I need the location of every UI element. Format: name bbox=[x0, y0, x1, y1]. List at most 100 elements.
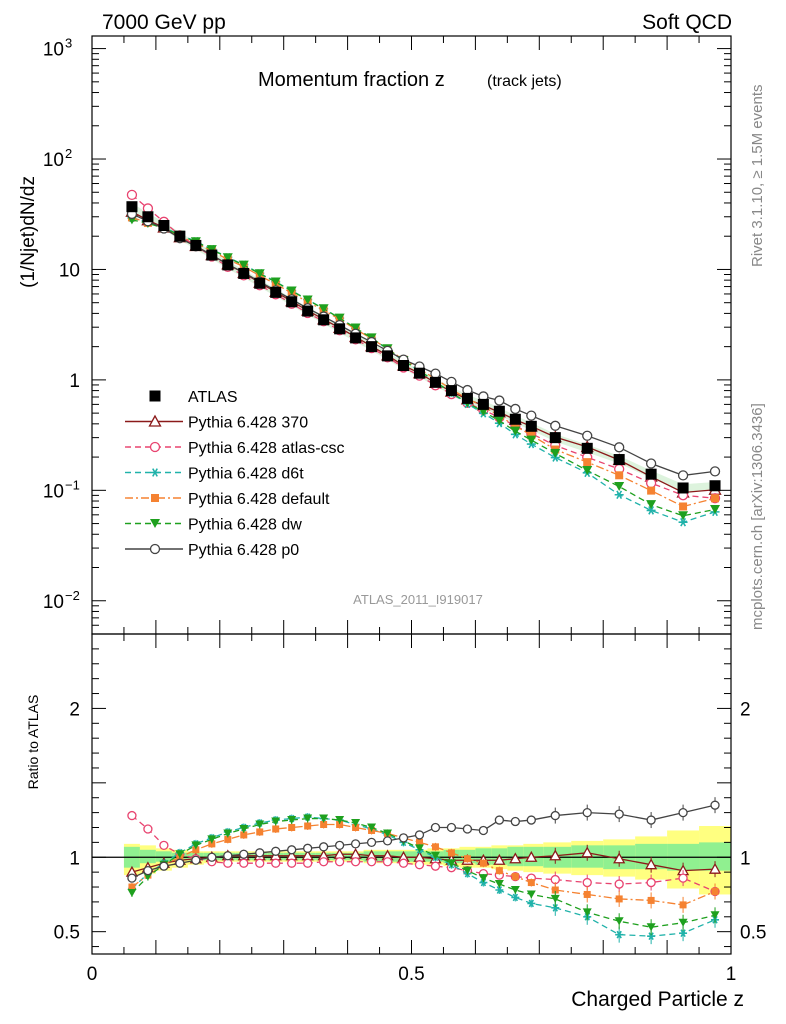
ratio-point bbox=[398, 858, 409, 868]
ratio-point bbox=[143, 824, 153, 834]
ratio-point bbox=[647, 896, 655, 904]
y-tick-label: 10 bbox=[43, 150, 64, 171]
ratio-point bbox=[288, 823, 296, 831]
atlas-data-point bbox=[709, 480, 721, 492]
ratio-point bbox=[287, 858, 297, 868]
ratio-point bbox=[509, 852, 522, 864]
main-series-line bbox=[131, 219, 716, 517]
atlas-data-point bbox=[398, 359, 410, 371]
atlas-data-point bbox=[190, 239, 202, 251]
legend-marker bbox=[149, 543, 161, 555]
ratio-point bbox=[239, 849, 249, 859]
main-series-point bbox=[527, 431, 536, 440]
main-series-point bbox=[334, 313, 345, 323]
ratio-y-tick-label-right: 2 bbox=[740, 699, 751, 720]
ratio-point bbox=[159, 840, 169, 850]
ratio-point bbox=[447, 849, 455, 857]
ratio-point bbox=[613, 852, 626, 864]
legend-label: Pythia 6.428 default bbox=[188, 491, 330, 508]
legend-label-atlas: ATLAS bbox=[188, 389, 238, 406]
ratio-point bbox=[615, 930, 624, 939]
ratio-point bbox=[679, 929, 688, 938]
y-tick-label-exponent: 3 bbox=[65, 36, 72, 51]
ratio-point bbox=[335, 816, 345, 825]
ratio-point bbox=[678, 807, 688, 818]
ratio-point bbox=[159, 861, 169, 871]
ratio-point bbox=[614, 917, 624, 926]
ratio-point bbox=[614, 879, 624, 889]
atlas-data-point bbox=[677, 482, 689, 494]
rivet-version-text: Rivet 3.1.10, ≥ 1.5M events bbox=[749, 85, 766, 268]
ratio-point bbox=[494, 815, 505, 825]
y-tick-label: 10 bbox=[43, 40, 64, 61]
main-series-point bbox=[550, 448, 561, 458]
ratio-y-tick-label-right: 1 bbox=[740, 848, 751, 869]
ratio-point bbox=[192, 846, 200, 854]
ratio-point bbox=[462, 824, 473, 834]
ratio-point bbox=[382, 836, 393, 846]
ratio-point bbox=[493, 853, 506, 865]
main-series-point bbox=[614, 490, 624, 500]
ratio-point bbox=[646, 923, 656, 932]
ratio-point bbox=[334, 840, 345, 850]
ratio-point bbox=[551, 903, 560, 912]
ratio-point bbox=[366, 857, 377, 867]
ratio-point bbox=[462, 866, 472, 875]
main-series-point bbox=[222, 253, 233, 263]
ratio-point bbox=[526, 815, 536, 825]
ratio-point bbox=[510, 816, 520, 827]
main-series-point bbox=[318, 304, 329, 314]
main-series-point bbox=[510, 403, 521, 415]
ratio-point bbox=[383, 829, 393, 838]
main-series-point bbox=[646, 500, 657, 510]
ratio-point bbox=[207, 852, 217, 862]
x-tick-label: 0 bbox=[87, 964, 98, 985]
ratio-point bbox=[494, 880, 504, 889]
main-series-point bbox=[646, 506, 656, 515]
main-series-point bbox=[238, 260, 249, 270]
ratio-point bbox=[303, 858, 313, 868]
main-series-line bbox=[131, 216, 716, 508]
atlas-data-point bbox=[334, 323, 346, 335]
chart-title: Momentum fraction z bbox=[258, 69, 445, 91]
x-axis-label: Charged Particle z bbox=[571, 988, 744, 1011]
legend-label: Pythia 6.428 atlas-csc bbox=[188, 440, 345, 457]
legend-marker bbox=[149, 441, 161, 453]
main-series-point bbox=[645, 477, 657, 489]
ratio-point bbox=[175, 858, 185, 868]
ratio-point bbox=[511, 893, 520, 902]
ratio-point bbox=[352, 823, 360, 831]
ratio-point bbox=[366, 837, 377, 848]
atlas-data-point bbox=[525, 420, 537, 432]
ratio-point bbox=[271, 846, 281, 856]
ratio-point bbox=[223, 851, 233, 861]
main-series-point bbox=[583, 458, 592, 467]
legend-label: Pythia 6.428 370 bbox=[188, 415, 308, 432]
ratio-point bbox=[351, 819, 361, 828]
main-series-point bbox=[614, 442, 625, 453]
atlas-data-point bbox=[429, 376, 441, 388]
ratio-point bbox=[318, 857, 329, 867]
ratio-point bbox=[446, 822, 457, 833]
ratio-point bbox=[582, 807, 592, 818]
ratio-point bbox=[527, 879, 535, 887]
ratio-point bbox=[414, 830, 425, 840]
analysis-id: ATLAS_2011_I919017 bbox=[353, 592, 483, 607]
ratio-point bbox=[320, 821, 328, 829]
atlas-data-point bbox=[366, 341, 378, 353]
main-series-point bbox=[494, 416, 505, 426]
ratio-point bbox=[527, 899, 536, 908]
ratio-point bbox=[287, 816, 297, 825]
ratio-point bbox=[526, 890, 536, 899]
main-series-point bbox=[677, 470, 689, 481]
ratio-point bbox=[415, 838, 423, 846]
main-series-point bbox=[711, 494, 720, 503]
legend-marker bbox=[151, 494, 159, 502]
atlas-data-point bbox=[302, 305, 314, 317]
atlas-data-point bbox=[413, 367, 425, 379]
ratio-point bbox=[430, 851, 440, 860]
atlas-data-point bbox=[286, 296, 298, 308]
y-tick-label-exponent: −2 bbox=[65, 588, 80, 603]
ratio-point bbox=[334, 857, 345, 867]
atlas-data-point bbox=[613, 454, 625, 466]
